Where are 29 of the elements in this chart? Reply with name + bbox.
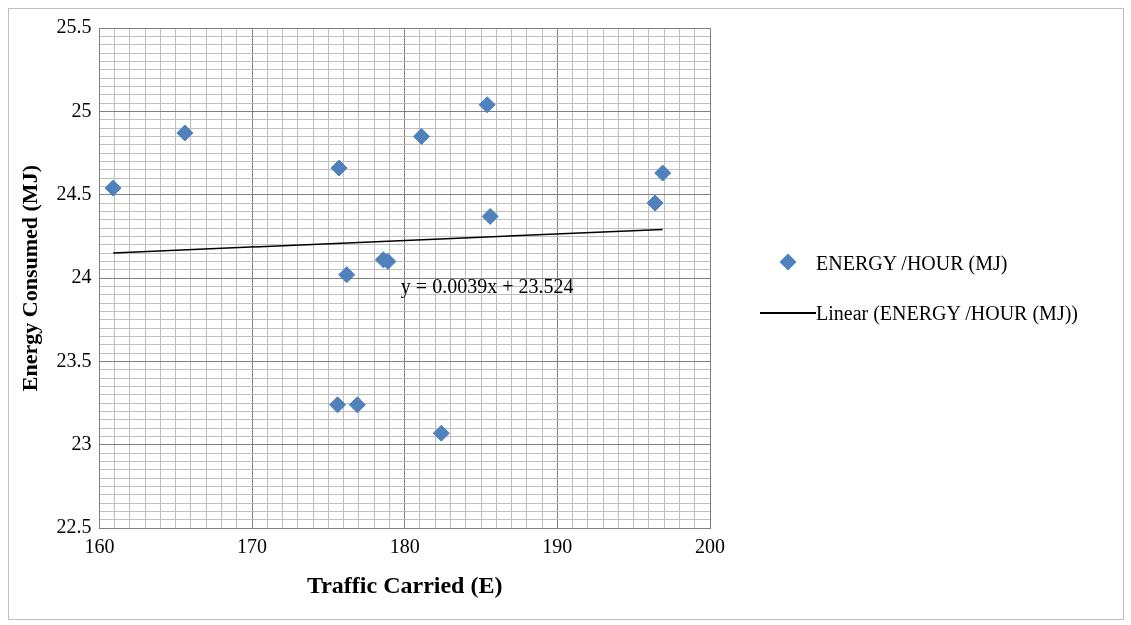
x-tick-label: 190 — [542, 535, 573, 558]
y-tick-label: 23.5 — [56, 348, 92, 371]
point — [654, 164, 672, 182]
point — [338, 266, 356, 284]
x-tick-label: 180 — [389, 535, 420, 558]
y-tick-label: 24.5 — [56, 181, 92, 204]
x-tick-label: 200 — [695, 535, 725, 558]
x-axis-title: Traffic Carried (E) — [306, 571, 503, 598]
point — [646, 194, 664, 212]
y-tick-label: 23 — [71, 432, 92, 455]
point — [481, 207, 499, 225]
point — [432, 424, 450, 442]
point — [176, 124, 194, 142]
point — [412, 127, 430, 145]
annotation: y = 0.0039x + 23.524 — [400, 275, 574, 299]
point — [478, 96, 496, 114]
y-tick-label: 25 — [71, 98, 92, 121]
point — [348, 396, 366, 414]
y-tick-label: 25.5 — [56, 15, 92, 38]
point — [104, 179, 122, 197]
y-axis-title: Energy Consumed (MJ) — [16, 165, 42, 392]
x-tick-label: 160 — [84, 535, 115, 558]
x-tick-label: 170 — [237, 535, 268, 558]
point — [330, 159, 348, 177]
legend-label: ENERGY /HOUR (MJ) — [816, 251, 1008, 276]
y-tick-label: 24 — [71, 265, 92, 288]
legend-label: Linear (ENERGY /HOUR (MJ)) — [816, 301, 1078, 326]
point — [329, 396, 347, 414]
y-tick-label: 22.5 — [56, 515, 92, 538]
